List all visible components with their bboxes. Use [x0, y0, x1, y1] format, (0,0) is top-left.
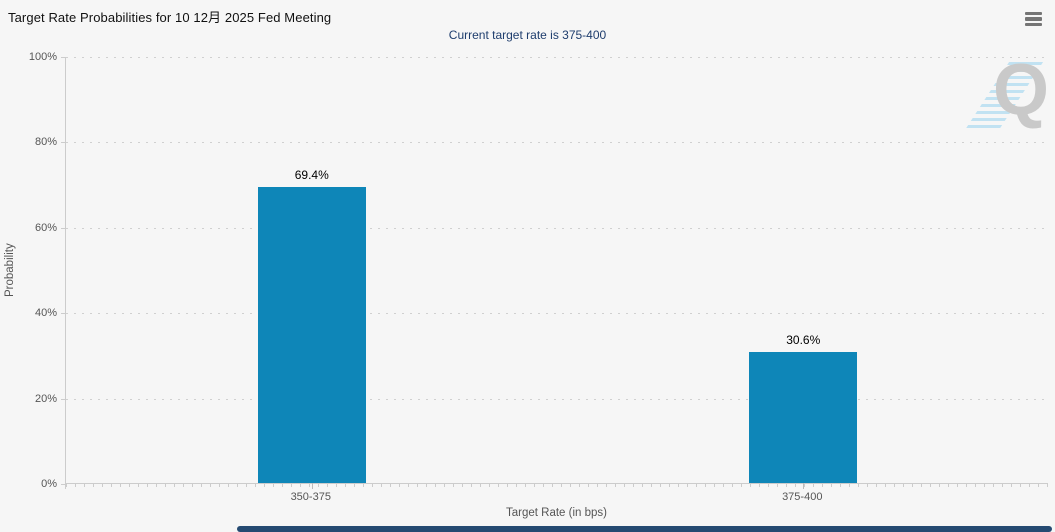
y-axis-tick	[61, 227, 66, 229]
gridline	[66, 57, 1048, 58]
plot-area: 69.4% 30.6%	[61, 57, 1048, 489]
x-axis-label: 375-400	[782, 491, 823, 503]
chart-title: Target Rate Probabilities for 10 12月 202…	[8, 10, 332, 25]
chart-context-menu-button[interactable]	[1020, 7, 1046, 31]
bar-value-label: 30.6%	[786, 333, 821, 347]
y-axis-label: 20%	[34, 392, 57, 405]
x-axis-minor-ticks	[66, 484, 1048, 487]
horizontal-scrollbar-thumb[interactable]	[237, 526, 1052, 532]
x-axis-tick	[803, 483, 805, 489]
y-axis-label: 0%	[41, 478, 57, 490]
y-axis-tick	[61, 57, 66, 58]
y-axis-tick	[61, 142, 66, 144]
watermark-q-letter: Q	[992, 50, 1049, 130]
y-axis-label: 60%	[34, 221, 57, 234]
x-axis-tick	[311, 483, 313, 489]
y-axis-tick	[61, 313, 66, 315]
gridline	[66, 227, 1048, 229]
hamburger-icon	[1022, 11, 1044, 27]
gridline	[66, 313, 1048, 315]
y-axis-label: 40%	[34, 307, 57, 320]
x-axis-label: 350-375	[290, 491, 331, 503]
bar-value-label: 69.4%	[294, 168, 329, 182]
y-axis-label: 80%	[34, 136, 57, 149]
y-axis-label: 100%	[28, 51, 57, 63]
y-axis-tick	[61, 398, 66, 400]
x-axis-title: Target Rate (in bps)	[506, 507, 607, 519]
chart-subtitle: Current target rate is 375-400	[448, 28, 607, 42]
bar[interactable]	[257, 187, 366, 483]
gridline	[66, 142, 1048, 144]
y-axis-title: Probability	[4, 243, 16, 298]
y-axis-tick	[61, 484, 66, 485]
watermark-logo: Q	[964, 52, 1049, 134]
bar[interactable]	[749, 352, 858, 483]
gridline	[66, 398, 1048, 400]
